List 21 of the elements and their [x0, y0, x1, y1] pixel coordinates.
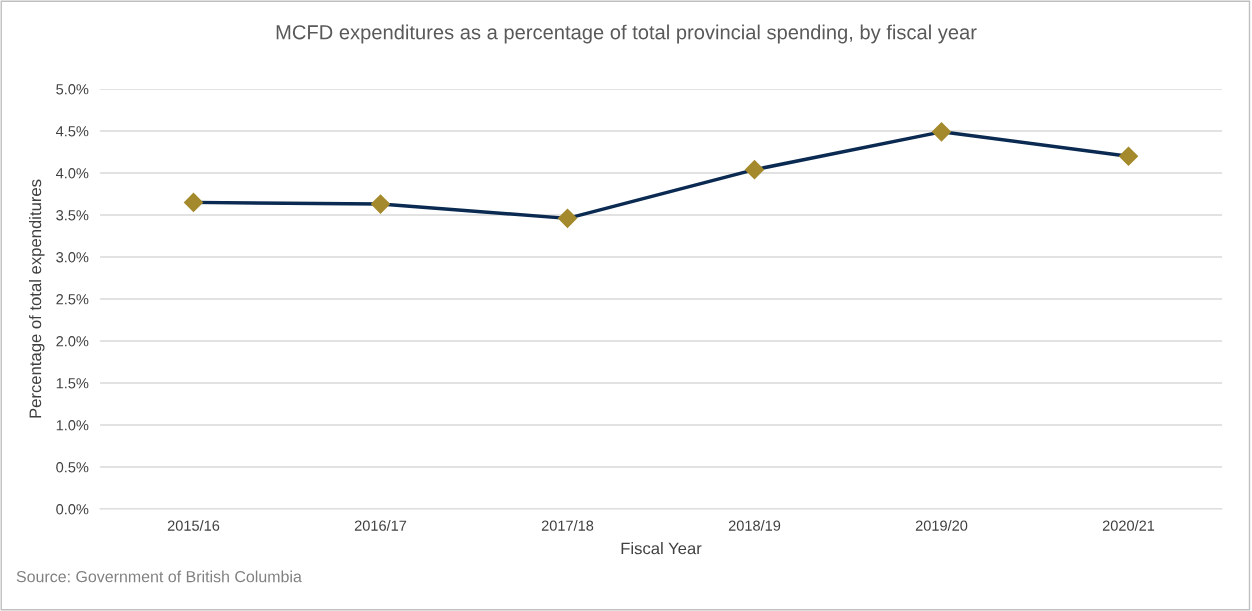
y-tick-label: 4.0% — [55, 168, 89, 179]
x-tick-label: 2019/20 — [915, 520, 968, 531]
y-tick-label: 0.0% — [56, 504, 89, 515]
y-tick-label: 5.0% — [56, 84, 89, 95]
x-tick-label: 2020/21 — [1102, 520, 1155, 531]
x-tick-label: 2017/18 — [541, 520, 594, 531]
y-axis-title: Percentage of total expenditures — [29, 179, 45, 418]
y-tick-label: 2.5% — [56, 294, 89, 305]
x-tick-label: 2016/17 — [354, 520, 407, 531]
source-note: Source: Government of British Columbia — [16, 570, 302, 583]
x-tick-label: 2015/16 — [167, 520, 220, 531]
y-tick-label: 4.5% — [55, 126, 89, 137]
x-tick-label: 2018/19 — [728, 520, 781, 531]
y-tick-label: 1.5% — [56, 378, 89, 389]
y-tick-label: 3.5% — [56, 210, 89, 221]
y-tick-label: 0.5% — [56, 462, 89, 473]
y-tick-label: 2.0% — [56, 336, 89, 347]
x-axis-title: Fiscal Year — [621, 542, 702, 555]
y-tick-label: 3.0% — [56, 252, 89, 263]
chart-title: MCFD expenditures as a percentage of total provincial spending, by fiscal year — [276, 24, 977, 44]
y-tick-label: 1.0% — [56, 420, 89, 431]
